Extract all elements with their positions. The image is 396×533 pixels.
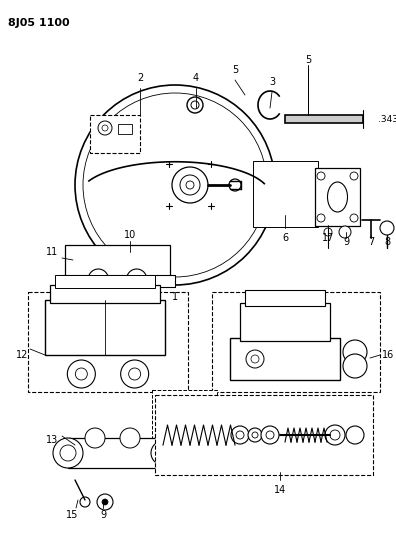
Circle shape [229,179,241,191]
Circle shape [350,214,358,222]
Text: 5: 5 [232,65,238,75]
Circle shape [67,360,95,388]
Circle shape [172,167,208,203]
Bar [285,115,363,123]
Bar [245,290,325,306]
Circle shape [127,269,147,289]
Circle shape [83,93,267,277]
Circle shape [185,398,205,418]
Circle shape [98,121,112,135]
Text: 14: 14 [274,485,286,495]
Circle shape [350,172,358,180]
Circle shape [80,497,90,507]
Bar [212,292,380,392]
Bar [68,438,163,468]
Circle shape [231,426,249,444]
Circle shape [102,125,108,131]
Bar [230,338,340,380]
Text: 6: 6 [282,233,288,243]
Bar [118,124,132,134]
Circle shape [346,426,364,444]
Text: 4: 4 [193,73,199,83]
Text: 17: 17 [322,233,334,243]
Circle shape [60,445,76,461]
Text: 9: 9 [343,237,349,247]
Circle shape [190,425,200,435]
Bar [258,165,313,223]
Bar [45,300,165,355]
Circle shape [75,368,88,380]
Circle shape [325,425,345,445]
Circle shape [88,269,109,289]
Circle shape [185,420,205,440]
Text: .343": .343" [378,115,396,124]
Circle shape [162,398,182,418]
Bar [50,285,160,303]
Text: 5: 5 [305,55,311,65]
Circle shape [180,175,200,195]
Circle shape [343,340,367,364]
Text: 8: 8 [384,237,390,247]
Circle shape [85,428,105,448]
Text: 16: 16 [382,350,394,360]
Circle shape [324,228,332,236]
Bar [55,275,155,288]
Text: 8J05 1100: 8J05 1100 [8,18,70,28]
Circle shape [167,425,177,435]
Circle shape [190,403,200,413]
Text: 10: 10 [124,230,136,240]
Bar [90,115,140,153]
Circle shape [151,441,175,465]
Bar [155,395,373,475]
Circle shape [343,354,367,378]
Circle shape [278,196,293,212]
Text: 2: 2 [137,73,143,83]
Circle shape [265,172,288,196]
Circle shape [248,428,262,442]
Text: 12: 12 [16,350,28,360]
Circle shape [75,85,275,285]
Ellipse shape [327,182,348,212]
Circle shape [339,226,351,238]
Circle shape [120,428,140,448]
Text: 11: 11 [46,247,58,257]
Circle shape [121,360,148,388]
Circle shape [251,355,259,363]
Circle shape [317,214,325,222]
Circle shape [167,403,177,413]
Circle shape [317,172,325,180]
Circle shape [129,368,141,380]
Circle shape [97,494,113,510]
Circle shape [380,221,394,235]
Text: 7: 7 [368,237,374,247]
Circle shape [157,447,169,459]
Circle shape [187,97,203,113]
Circle shape [162,420,182,440]
Bar [28,292,188,392]
Circle shape [236,431,244,439]
Bar [240,303,330,341]
Circle shape [261,426,279,444]
Circle shape [102,499,108,505]
Circle shape [53,438,83,468]
Text: 15: 15 [66,510,78,520]
Circle shape [191,101,199,109]
Bar [65,245,170,283]
Bar [315,168,360,226]
Text: 9: 9 [100,510,106,520]
Circle shape [330,430,340,440]
Circle shape [246,350,264,368]
Bar [60,275,175,287]
Circle shape [266,431,274,439]
Text: 1: 1 [172,292,178,302]
Text: 3: 3 [269,77,275,87]
Circle shape [252,432,258,438]
Circle shape [186,181,194,189]
Circle shape [283,172,307,196]
Text: 13: 13 [46,435,58,445]
Bar [152,390,217,445]
Bar [253,161,318,227]
